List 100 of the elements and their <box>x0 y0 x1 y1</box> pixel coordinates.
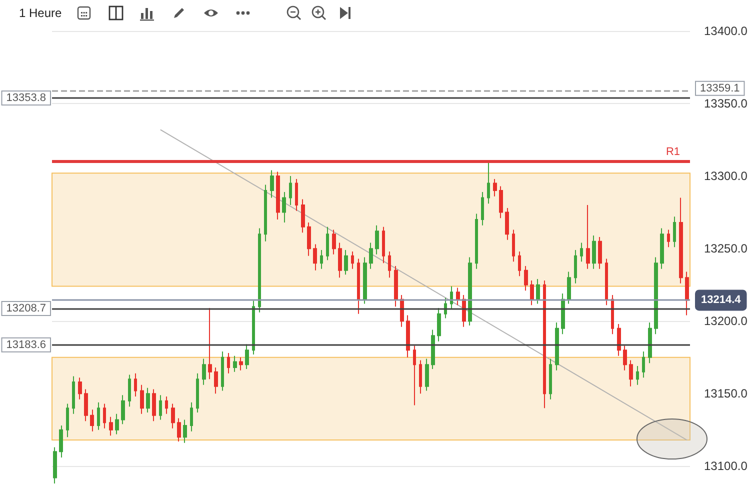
candlestick <box>190 402 193 432</box>
y-tick-label: 13400.0 <box>704 24 748 38</box>
candlestick <box>512 229 515 262</box>
candlestick <box>72 376 75 414</box>
candlestick <box>419 360 422 394</box>
candlestick <box>475 213 478 270</box>
y-tick-label: 13350.0 <box>704 96 748 111</box>
candlestick <box>276 171 280 220</box>
ref-line-label: 13208.7 <box>6 302 46 314</box>
candlestick <box>357 258 360 314</box>
candlestick <box>109 416 113 436</box>
candlestick <box>103 403 106 429</box>
candlestick <box>84 388 88 422</box>
candlestick <box>388 250 391 278</box>
candlestick <box>382 226 385 264</box>
candlestick <box>233 355 237 372</box>
candlestick <box>140 384 144 414</box>
candlestick <box>468 256 472 326</box>
candlestick <box>295 178 298 212</box>
candlestick <box>413 345 416 406</box>
candlestick <box>152 388 156 422</box>
candlestick <box>332 229 336 255</box>
candlestick <box>667 229 670 248</box>
candlestick <box>258 228 261 313</box>
candlestick <box>586 204 590 270</box>
chart-subtitle: 1 Heure <box>19 6 62 20</box>
candlestick <box>128 374 131 408</box>
candlestick <box>580 242 583 262</box>
candlestick <box>425 358 429 392</box>
candlestick <box>78 377 82 400</box>
candlestick <box>115 413 119 435</box>
candlestick <box>227 352 230 374</box>
candlestick <box>146 387 150 413</box>
candlestick <box>648 322 652 364</box>
y-tick-label: 13150.0 <box>704 386 748 401</box>
candlestick <box>208 308 212 380</box>
candlestick <box>524 265 528 292</box>
candlestick <box>66 403 69 438</box>
y-tick-label: 13100.0 <box>704 459 748 474</box>
candlestick <box>561 293 565 335</box>
candlestick <box>431 329 435 370</box>
candlestick <box>177 418 181 442</box>
candlestick <box>654 256 658 335</box>
candlestick <box>555 322 559 371</box>
candlestick <box>605 258 608 306</box>
candlestick <box>574 250 577 284</box>
candlestick <box>363 256 367 304</box>
candlestick <box>97 402 100 430</box>
candlestick <box>90 409 94 432</box>
candlestick <box>394 265 398 308</box>
y-tick-label: 13250.0 <box>704 242 748 256</box>
candlestick <box>134 372 137 398</box>
candlestick <box>623 345 627 371</box>
candlestick <box>456 287 460 306</box>
candlestick <box>338 242 342 278</box>
candlestick <box>344 250 348 276</box>
candlestick <box>121 394 125 425</box>
candlestick <box>307 222 311 256</box>
candlestick <box>611 294 614 335</box>
candlestick <box>320 250 323 270</box>
candlestick <box>481 192 484 226</box>
candlestick <box>369 242 373 270</box>
ref-line-label: 13183.6 <box>6 338 46 351</box>
candlestick <box>351 250 354 270</box>
y-tick-label: 13300.0 <box>704 169 748 184</box>
candlestick <box>636 366 639 386</box>
candlestick <box>183 419 187 444</box>
candlestick <box>282 192 286 223</box>
candlestick <box>159 394 162 420</box>
candlestick <box>239 356 243 371</box>
candlestick <box>530 280 534 306</box>
ref-line-label: 13353.8 <box>6 92 46 104</box>
candlestick <box>53 446 57 484</box>
y-tick-label: 13200.0 <box>704 314 748 328</box>
candlestick <box>549 358 552 400</box>
candlestick <box>505 207 509 240</box>
candlestick <box>493 178 497 197</box>
candlestick <box>406 314 410 358</box>
candlestick <box>518 250 521 277</box>
ref-line-label: R1 <box>666 146 680 158</box>
candlestick <box>252 300 255 355</box>
candlestick <box>499 186 503 219</box>
candlestick <box>245 344 249 370</box>
candlestick <box>642 351 645 378</box>
candlestick <box>673 216 676 248</box>
candlestick <box>536 278 540 304</box>
candlestick <box>543 280 546 409</box>
candlestick <box>214 367 218 394</box>
ref-line-label: 13359.1 <box>700 82 740 94</box>
ref-line-label: 13214.4 <box>701 294 742 306</box>
candlestick <box>450 286 453 310</box>
candlestick <box>171 403 175 429</box>
candlestick <box>289 176 292 206</box>
candlestick <box>617 323 621 356</box>
candlestick <box>444 297 447 319</box>
candlestick <box>326 226 329 261</box>
candlestick <box>59 425 63 458</box>
candlestick <box>375 224 379 255</box>
candlestick <box>685 271 689 316</box>
candlestick <box>165 396 168 414</box>
